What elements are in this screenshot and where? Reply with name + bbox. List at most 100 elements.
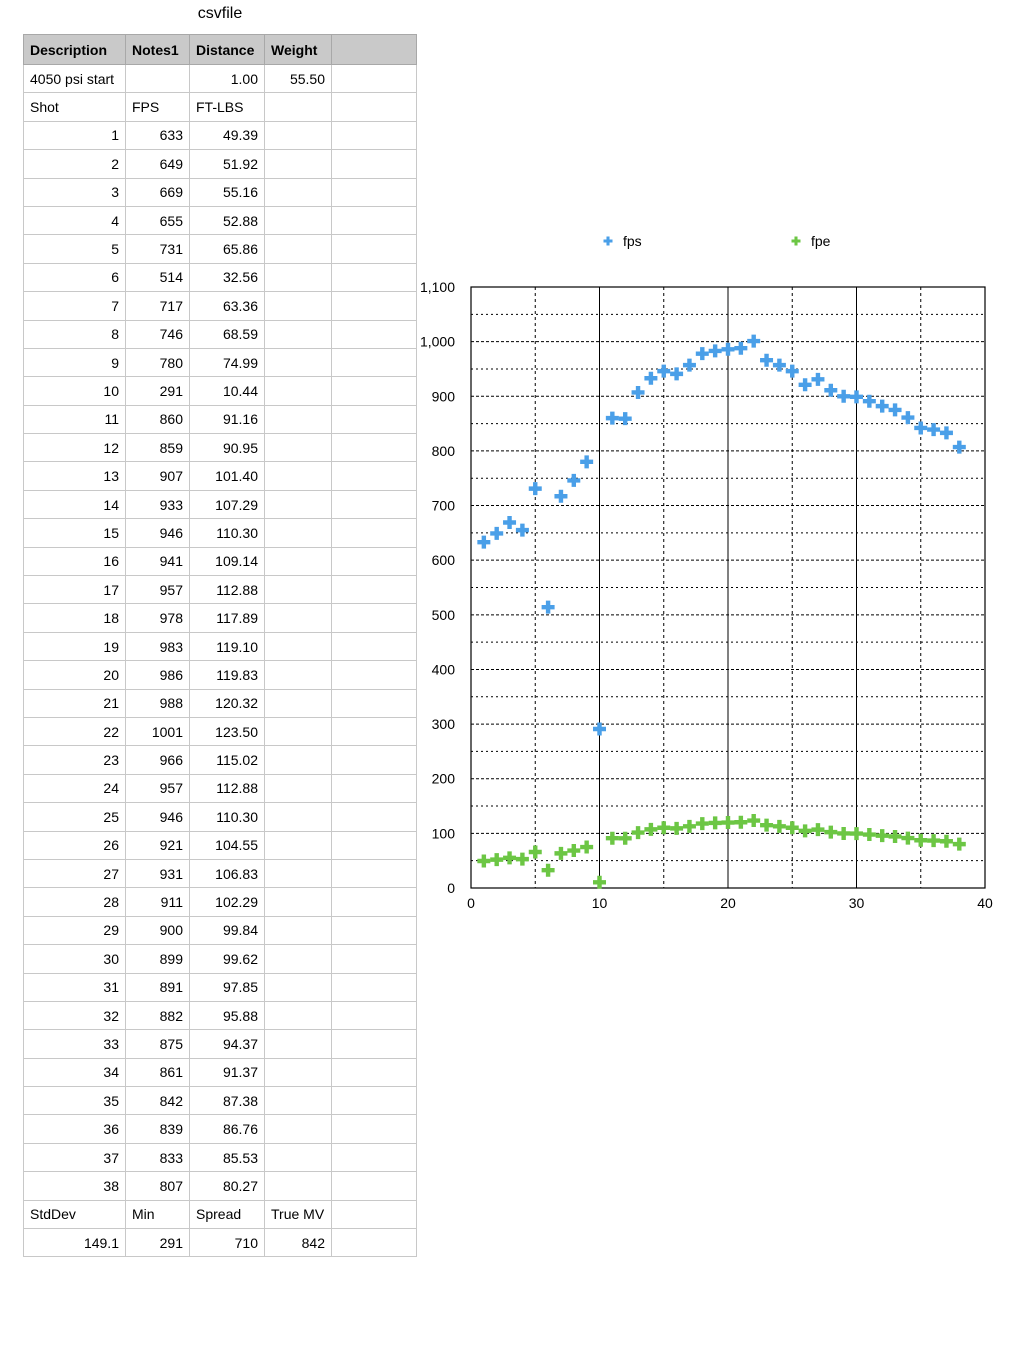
table-cell[interactable]	[331, 575, 417, 605]
table-cell[interactable]	[125, 63, 190, 94]
table-cell[interactable]: 97.85	[189, 972, 265, 1002]
table-cell[interactable]: 23	[23, 745, 126, 775]
table-cell[interactable]: 842	[125, 1086, 190, 1116]
table-cell[interactable]: 291	[125, 376, 190, 406]
table-cell[interactable]: 861	[125, 1057, 190, 1088]
table-cell[interactable]: 36	[23, 1114, 126, 1144]
table-cell[interactable]: 842	[264, 1228, 332, 1258]
table-cell[interactable]	[331, 830, 417, 860]
table-cell[interactable]: 68.59	[189, 319, 265, 349]
table-cell[interactable]: 14	[23, 489, 126, 520]
table-cell[interactable]: 27	[23, 858, 126, 889]
table-cell[interactable]: 119.10	[189, 631, 265, 662]
table-cell[interactable]	[331, 1228, 417, 1258]
table-cell[interactable]: 21	[23, 688, 126, 718]
table-cell[interactable]: 123.50	[189, 716, 265, 747]
table-cell[interactable]: 63.36	[189, 291, 265, 321]
table-cell[interactable]: 106.83	[189, 858, 265, 889]
table-cell[interactable]	[264, 1086, 332, 1116]
table-cell[interactable]: 655	[125, 205, 190, 236]
table-cell[interactable]: Weight	[264, 34, 332, 65]
table-cell[interactable]	[264, 177, 332, 207]
table-cell[interactable]	[331, 1114, 417, 1144]
table-cell[interactable]: 988	[125, 688, 190, 718]
table-cell[interactable]	[331, 120, 417, 151]
table-cell[interactable]: 107.29	[189, 489, 265, 520]
table-cell[interactable]: 633	[125, 120, 190, 151]
table-cell[interactable]: 24	[23, 773, 126, 804]
table-cell[interactable]: 860	[125, 404, 190, 435]
table-cell[interactable]	[331, 915, 417, 946]
table-cell[interactable]	[331, 858, 417, 889]
table-cell[interactable]	[331, 1086, 417, 1116]
table-cell[interactable]: 110.30	[189, 802, 265, 832]
table-cell[interactable]	[331, 205, 417, 236]
table-cell[interactable]	[331, 773, 417, 804]
table-cell[interactable]: 26	[23, 830, 126, 860]
table-cell[interactable]: 38	[23, 1171, 126, 1201]
table-cell[interactable]	[264, 291, 332, 321]
table-cell[interactable]: 5	[23, 234, 126, 264]
table-cell[interactable]: 957	[125, 575, 190, 605]
table-cell[interactable]: 80.27	[189, 1171, 265, 1201]
table-cell[interactable]	[331, 1057, 417, 1088]
table-cell[interactable]	[331, 489, 417, 520]
table-cell[interactable]: 31	[23, 972, 126, 1002]
table-cell[interactable]: 90.95	[189, 433, 265, 463]
table-cell[interactable]	[331, 461, 417, 491]
table-cell[interactable]	[331, 34, 417, 65]
table-cell[interactable]: 112.88	[189, 773, 265, 804]
table-cell[interactable]	[264, 716, 332, 747]
table-cell[interactable]: 55.16	[189, 177, 265, 207]
table-cell[interactable]: 51.92	[189, 149, 265, 179]
table-cell[interactable]: 99.84	[189, 915, 265, 946]
table-cell[interactable]: 55.50	[264, 63, 332, 94]
table-cell[interactable]: StdDev	[23, 1199, 126, 1230]
table-cell[interactable]: 22	[23, 716, 126, 747]
table-cell[interactable]: FPS	[125, 92, 190, 122]
table-cell[interactable]: 1001	[125, 716, 190, 747]
table-cell[interactable]: 99.62	[189, 944, 265, 974]
table-cell[interactable]	[331, 1000, 417, 1031]
table-cell[interactable]: 11	[23, 404, 126, 435]
table-cell[interactable]: 933	[125, 489, 190, 520]
table-cell[interactable]: 10.44	[189, 376, 265, 406]
table-cell[interactable]	[331, 1142, 417, 1173]
table-cell[interactable]	[331, 376, 417, 406]
table-cell[interactable]: 875	[125, 1029, 190, 1059]
table-cell[interactable]: 28	[23, 887, 126, 917]
table-cell[interactable]: 514	[125, 262, 190, 293]
table-cell[interactable]	[264, 1114, 332, 1144]
table-cell[interactable]	[331, 1171, 417, 1201]
table-cell[interactable]	[331, 972, 417, 1002]
table-cell[interactable]: 8	[23, 319, 126, 349]
table-cell[interactable]: Distance	[189, 34, 265, 65]
table-cell[interactable]: 149.1	[23, 1228, 126, 1258]
table-cell[interactable]	[331, 149, 417, 179]
table-cell[interactable]	[264, 745, 332, 775]
table-cell[interactable]: 25	[23, 802, 126, 832]
table-cell[interactable]: 3	[23, 177, 126, 207]
table-cell[interactable]: 780	[125, 347, 190, 378]
table-cell[interactable]: 900	[125, 915, 190, 946]
table-cell[interactable]: 33	[23, 1029, 126, 1059]
table-cell[interactable]: 104.55	[189, 830, 265, 860]
table-cell[interactable]: 32.56	[189, 262, 265, 293]
table-cell[interactable]: 946	[125, 802, 190, 832]
table-cell[interactable]: 2	[23, 149, 126, 179]
table-cell[interactable]: 30	[23, 944, 126, 974]
table-cell[interactable]	[331, 944, 417, 974]
table-cell[interactable]	[331, 745, 417, 775]
table-cell[interactable]: 65.86	[189, 234, 265, 264]
table-cell[interactable]: Notes1	[125, 34, 190, 65]
table-cell[interactable]: 101.40	[189, 461, 265, 491]
table-cell[interactable]: 957	[125, 773, 190, 804]
table-cell[interactable]	[331, 603, 417, 633]
table-cell[interactable]	[331, 546, 417, 577]
table-cell[interactable]	[264, 915, 332, 946]
table-cell[interactable]	[331, 716, 417, 747]
table-cell[interactable]	[264, 830, 332, 860]
table-cell[interactable]: 807	[125, 1171, 190, 1201]
table-cell[interactable]: 859	[125, 433, 190, 463]
table-cell[interactable]: 710	[189, 1228, 265, 1258]
